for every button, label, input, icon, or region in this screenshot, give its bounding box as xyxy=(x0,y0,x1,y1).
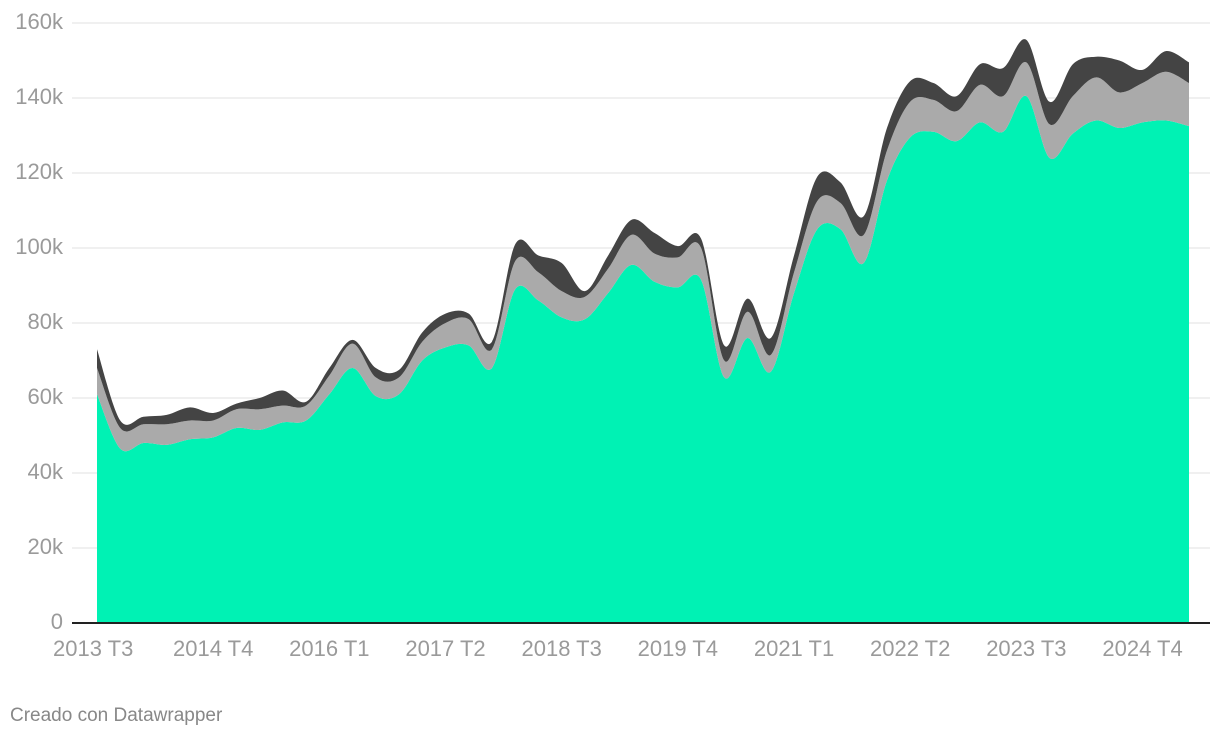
x-tick-label: 2022 T2 xyxy=(870,636,950,661)
x-tick-label: 2024 T4 xyxy=(1102,636,1182,661)
y-tick-label: 140k xyxy=(15,84,64,109)
x-tick-label: 2013 T3 xyxy=(53,636,133,661)
y-tick-label: 120k xyxy=(15,159,64,184)
x-tick-label: 2018 T3 xyxy=(522,636,602,661)
y-tick-label: 80k xyxy=(28,309,64,334)
x-tick-label: 2021 T1 xyxy=(754,636,834,661)
y-tick-label: 60k xyxy=(28,384,64,409)
y-tick-label: 20k xyxy=(28,534,64,559)
credit: Creado con Datawrapper xyxy=(10,705,223,726)
x-tick-label: 2019 T4 xyxy=(638,636,718,661)
x-tick-label: 2017 T2 xyxy=(405,636,485,661)
y-tick-label: 0 xyxy=(51,609,63,634)
area xyxy=(97,39,1189,432)
x-tick-label: 2023 T3 xyxy=(986,636,1066,661)
area xyxy=(97,61,1189,452)
x-tick-label: 2014 T4 xyxy=(173,636,253,661)
x-tick-label: 2016 T1 xyxy=(289,636,369,661)
y-tick-label: 40k xyxy=(28,459,64,484)
area xyxy=(97,95,1189,623)
y-tick-label: 160k xyxy=(15,9,64,34)
y-tick-label: 100k xyxy=(15,234,64,259)
